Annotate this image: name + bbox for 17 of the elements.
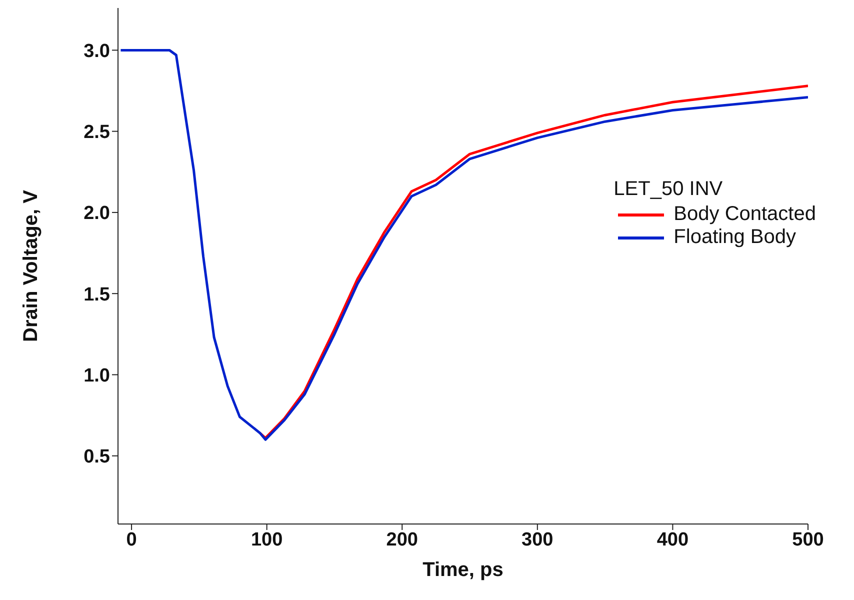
y-tick-label: 2.5 [84, 122, 110, 144]
legend-title: LET_50 INV [614, 178, 724, 201]
x-tick-label: 200 [386, 529, 418, 550]
x-tick-label: 100 [250, 529, 283, 550]
x-tick-label: 0 [126, 529, 137, 550]
x-tick-label: 400 [656, 529, 689, 550]
y-tick-label: 0.5 [84, 446, 110, 468]
y-tick-label: 1.5 [84, 284, 110, 306]
x-tick-label: 300 [522, 529, 554, 550]
y-axis-title: Drain Voltage, V [20, 189, 42, 342]
x-tick-label: 500 [792, 529, 824, 550]
y-tick-label: 1.0 [84, 365, 110, 386]
y-tick-label: 2.0 [84, 203, 110, 224]
y-tick-label: 3.0 [84, 40, 110, 62]
legend-label: Body Contacted [674, 203, 816, 226]
x-axis-title: Time, ps [422, 559, 504, 581]
legend-label: Floating Body [674, 226, 796, 249]
